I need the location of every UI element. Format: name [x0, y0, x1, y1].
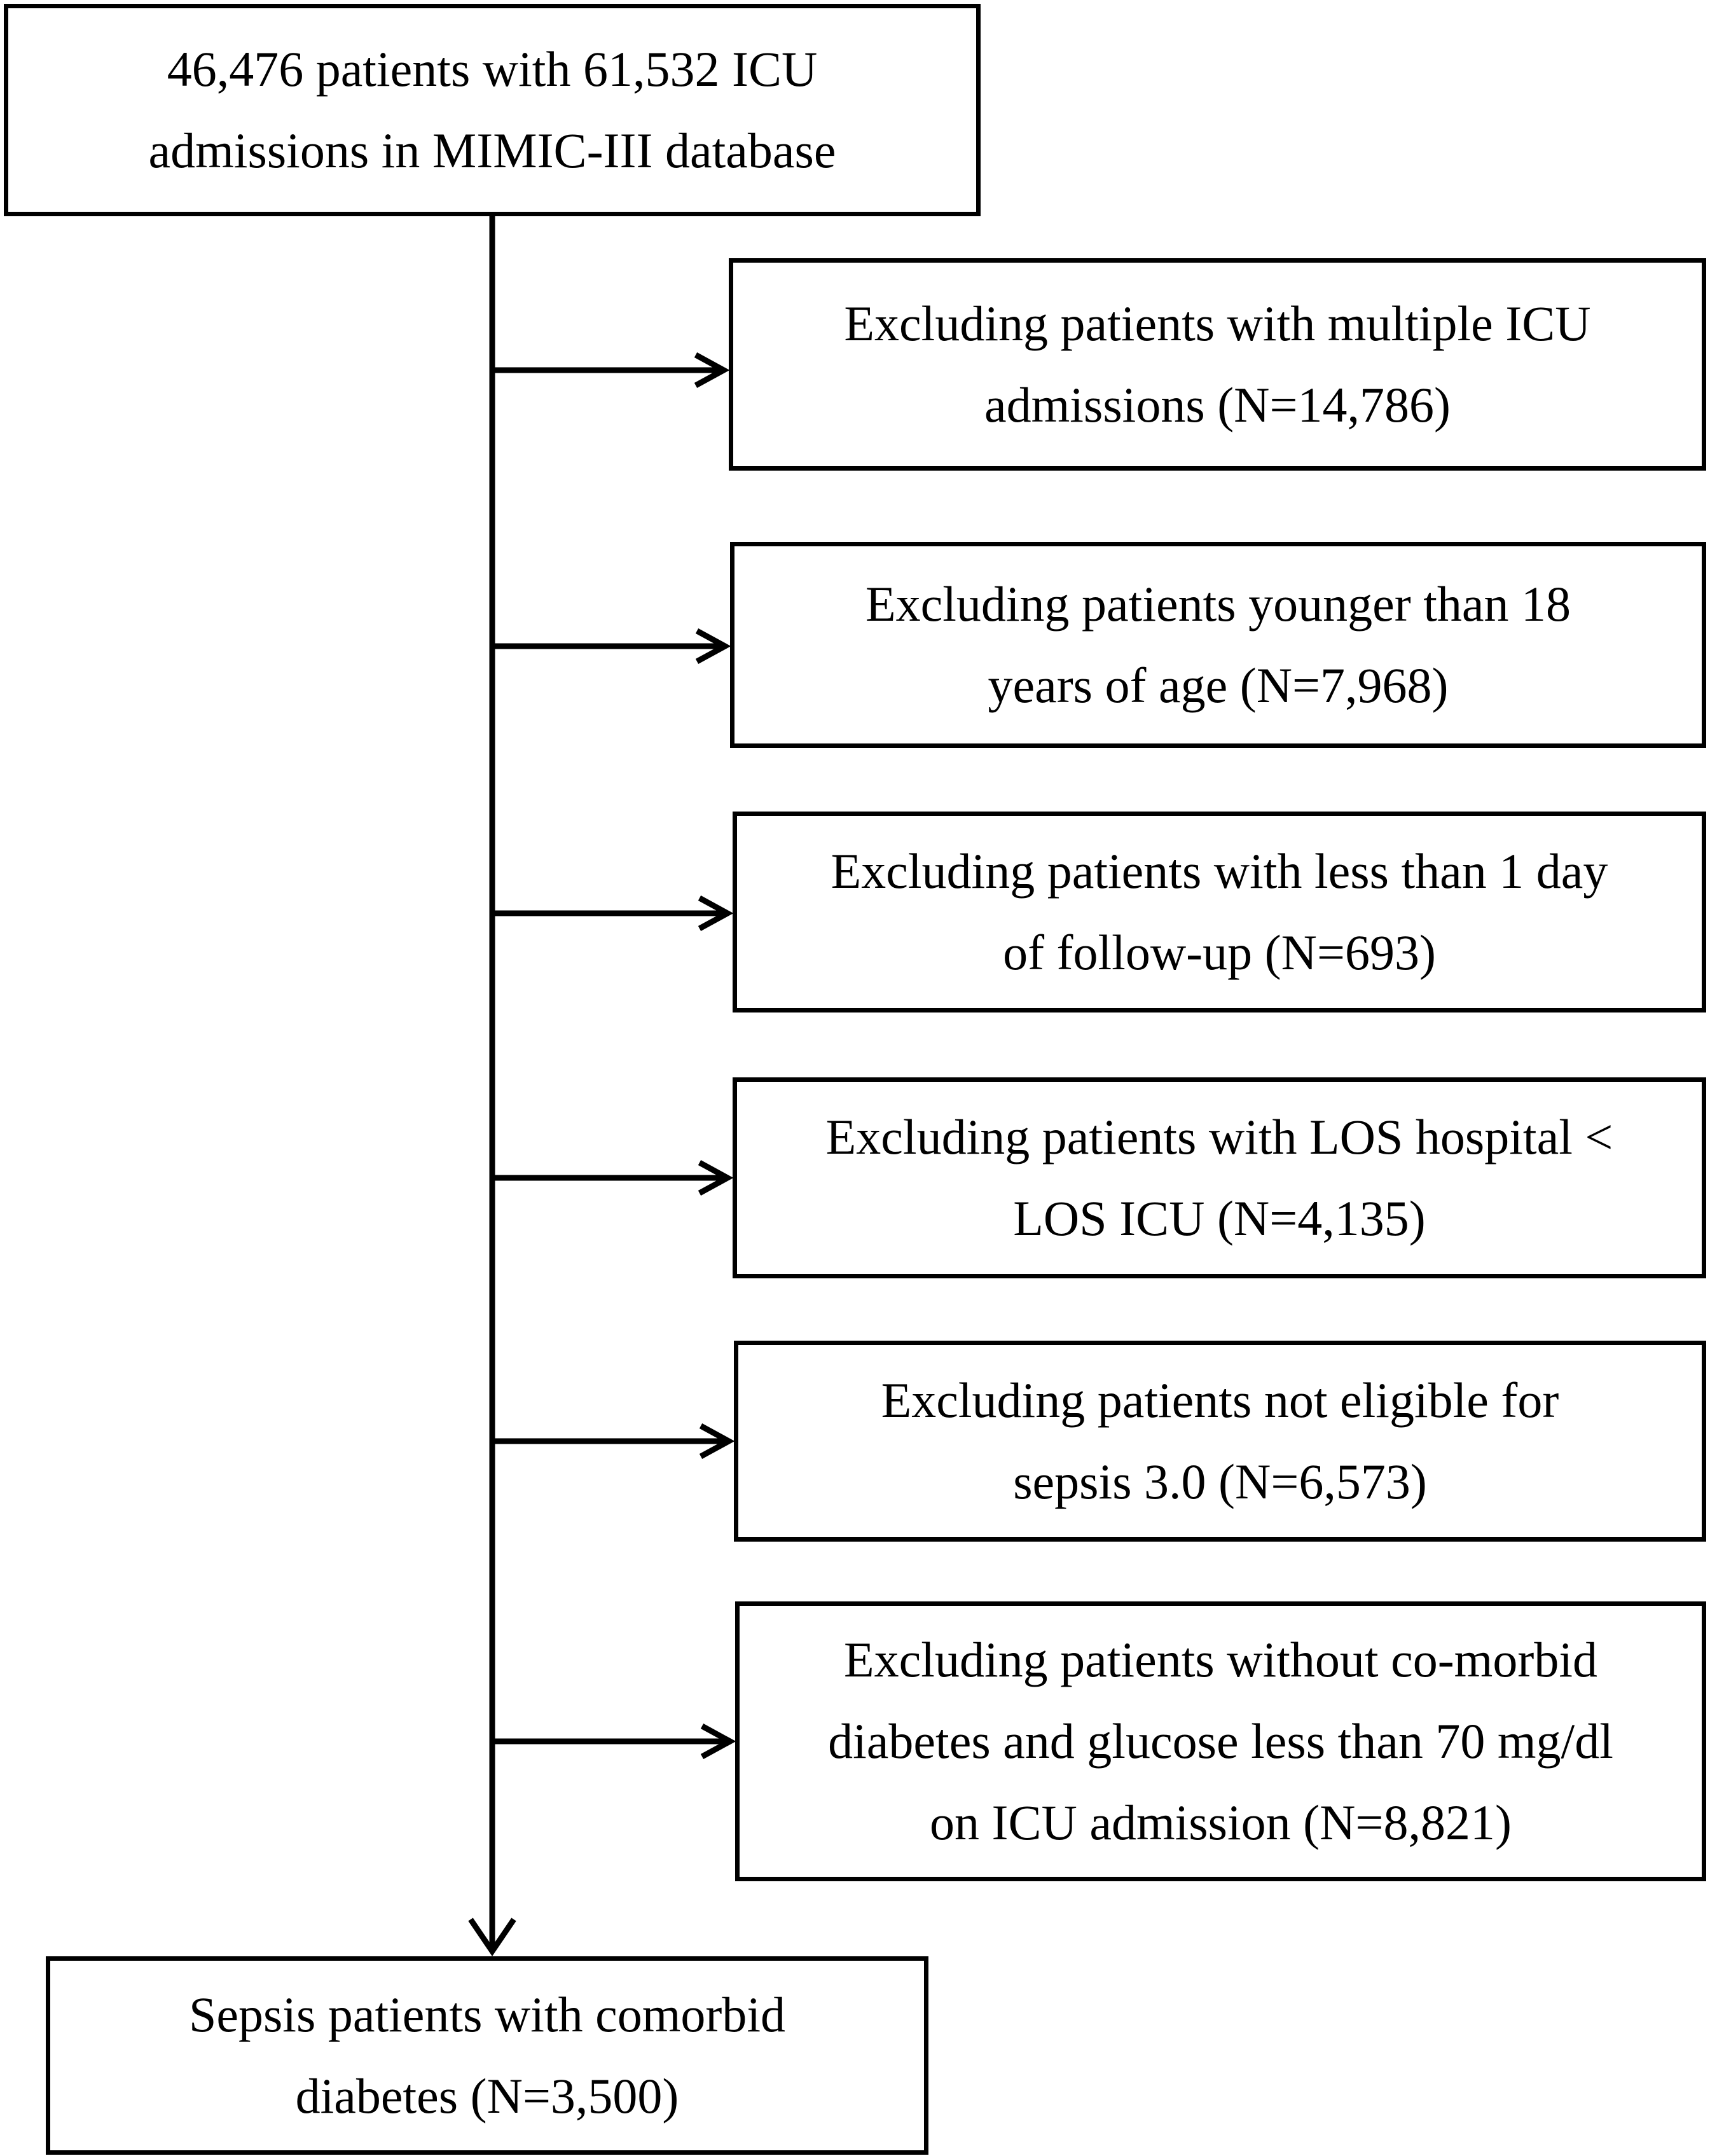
final-text-line-2: diabetes (N=3,500): [295, 2068, 679, 2124]
exclusion-1-text-line-2: admissions (N=14,786): [984, 377, 1451, 432]
exclusion-2-text-line-1: Excluding patients younger than 18: [865, 576, 1571, 632]
exclusion-3-text-line-1: Excluding patients with less than 1 day: [831, 843, 1608, 899]
exclusion-1-text-line-1: Excluding patients with multiple ICU: [844, 296, 1591, 351]
exclusion-box-diabetes-glucose: Excluding patients without co-morbid dia…: [735, 1601, 1706, 1881]
branch-arrow-6-head: [700, 1724, 736, 1759]
branch-arrow-1-head: [694, 352, 730, 388]
exclusion-box-follow-up: Excluding patients with less than 1 day …: [733, 812, 1706, 1012]
exclusion-4-text-line-1: Excluding patients with LOS hospital <: [825, 1109, 1613, 1164]
branch-arrow-4-head: [698, 1160, 734, 1196]
exclusion-box-los: Excluding patients with LOS hospital < L…: [733, 1077, 1706, 1278]
exclusion-box-sepsis: Excluding patients not eligible for seps…: [734, 1341, 1706, 1542]
exclusion-5-text-line-1: Excluding patients not eligible for: [881, 1372, 1559, 1428]
start-text-line-1: 46,476 patients with 61,532 ICU: [167, 41, 818, 97]
start-population-box: 46,476 patients with 61,532 ICU admissio…: [4, 4, 981, 216]
branch-arrow-3-head: [698, 895, 734, 931]
exclusion-box-multiple-icu: Excluding patients with multiple ICU adm…: [729, 258, 1706, 471]
exclusion-box-age: Excluding patients younger than 18 years…: [730, 542, 1706, 748]
exclusion-6-text-line-1: Excluding patients without co-morbid: [844, 1632, 1597, 1687]
trunk-arrowhead: [468, 1918, 516, 1957]
exclusion-6-text-line-2: diabetes and glucose less than 70 mg/dl: [828, 1713, 1613, 1769]
exclusion-5-text-line-2: sepsis 3.0 (N=6,573): [1013, 1454, 1427, 1509]
final-text-line-1: Sepsis patients with comorbid: [188, 1987, 786, 2042]
exclusion-3-text-line-2: of follow-up (N=693): [1003, 925, 1436, 980]
exclusion-2-text-line-2: years of age (N=7,968): [988, 658, 1449, 713]
exclusion-4-text-line-2: LOS ICU (N=4,135): [1013, 1191, 1426, 1246]
branch-arrow-5-head: [699, 1423, 735, 1459]
branch-arrow-2-head: [695, 628, 731, 664]
exclusion-6-text-line-3: on ICU admission (N=8,821): [930, 1795, 1512, 1850]
final-cohort-box: Sepsis patients with comorbid diabetes (…: [46, 1956, 928, 2155]
start-text-line-2: admissions in MIMIC-III database: [148, 123, 836, 178]
